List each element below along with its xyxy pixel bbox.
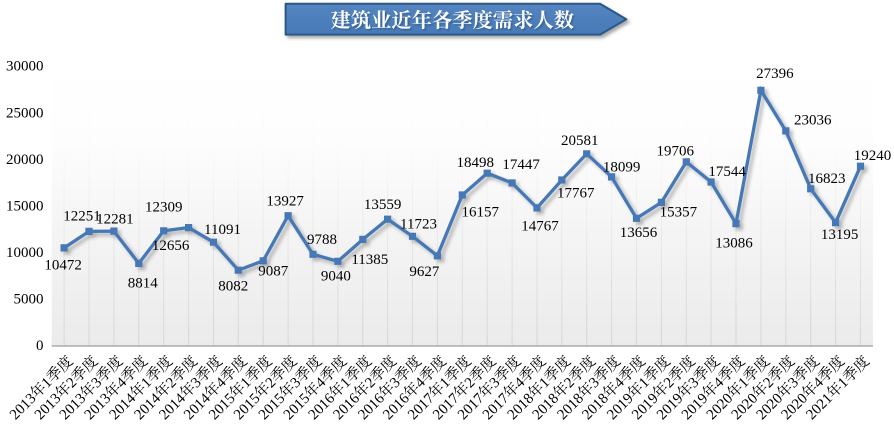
svg-text:13195: 13195 bbox=[821, 227, 859, 243]
svg-text:13656: 13656 bbox=[620, 225, 658, 241]
svg-text:9087: 9087 bbox=[258, 264, 289, 280]
svg-text:25000: 25000 bbox=[6, 105, 44, 121]
svg-text:14767: 14767 bbox=[521, 218, 559, 234]
svg-text:13086: 13086 bbox=[715, 235, 753, 251]
svg-text:18099: 18099 bbox=[603, 160, 641, 176]
svg-text:20581: 20581 bbox=[561, 133, 599, 149]
svg-text:17767: 17767 bbox=[557, 186, 595, 202]
svg-text:0: 0 bbox=[36, 338, 44, 354]
svg-text:8082: 8082 bbox=[218, 278, 248, 294]
svg-text:16157: 16157 bbox=[462, 205, 500, 221]
svg-text:16823: 16823 bbox=[808, 171, 846, 187]
svg-text:12309: 12309 bbox=[145, 200, 183, 216]
svg-text:12281: 12281 bbox=[96, 212, 134, 228]
svg-text:11385: 11385 bbox=[351, 252, 388, 268]
svg-text:30000: 30000 bbox=[6, 59, 44, 75]
svg-text:11091: 11091 bbox=[204, 222, 241, 238]
svg-text:9040: 9040 bbox=[321, 269, 351, 285]
svg-text:15357: 15357 bbox=[660, 205, 698, 221]
svg-text:15000: 15000 bbox=[6, 198, 44, 214]
svg-text:13927: 13927 bbox=[266, 193, 304, 209]
svg-text:12251: 12251 bbox=[63, 209, 101, 225]
svg-text:9627: 9627 bbox=[409, 264, 440, 280]
svg-text:5000: 5000 bbox=[14, 292, 44, 308]
svg-text:27396: 27396 bbox=[756, 66, 794, 82]
svg-text:17447: 17447 bbox=[502, 157, 540, 173]
svg-text:13559: 13559 bbox=[364, 197, 402, 213]
svg-text:19706: 19706 bbox=[657, 143, 695, 159]
svg-text:20000: 20000 bbox=[6, 152, 44, 168]
svg-text:8814: 8814 bbox=[128, 276, 159, 292]
svg-text:10000: 10000 bbox=[6, 245, 44, 261]
svg-text:19240: 19240 bbox=[854, 148, 892, 164]
svg-text:10472: 10472 bbox=[44, 258, 82, 274]
svg-text:23036: 23036 bbox=[794, 113, 832, 129]
svg-text:18498: 18498 bbox=[456, 155, 494, 171]
svg-text:11723: 11723 bbox=[400, 217, 437, 233]
svg-text:12656: 12656 bbox=[152, 238, 190, 254]
svg-text:17544: 17544 bbox=[708, 164, 746, 180]
svg-text:9788: 9788 bbox=[307, 232, 337, 248]
